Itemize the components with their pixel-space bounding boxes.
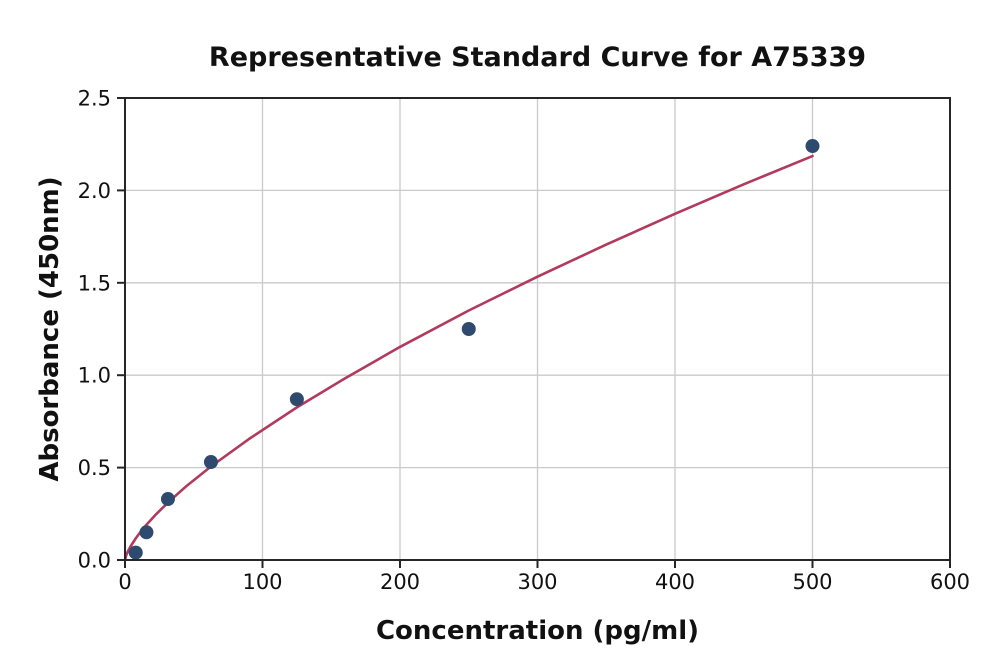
x-tick-label: 300 [517, 570, 557, 594]
data-points-layer [128, 139, 820, 560]
data-point [203, 455, 218, 470]
data-point [461, 322, 476, 336]
y-axis-label: Absorbance (450nm) [35, 176, 65, 481]
data-point [139, 525, 154, 540]
x-tick-label: 0 [118, 570, 131, 594]
y-tick-labels: 0.0 0.5 1.0 1.5 2.0 2.5 [78, 87, 111, 573]
axis-ticks [117, 97, 951, 568]
gridlines [124, 97, 951, 561]
y-tick-label: 1.0 [78, 364, 111, 388]
fit-curve-layer [123, 154, 814, 562]
x-axis-label: Concentration (pg/ml) [376, 616, 699, 646]
data-point [805, 139, 820, 154]
chart-title: Representative Standard Curve for A75339 [209, 42, 866, 73]
data-point [128, 545, 143, 560]
y-tick-label: 2.5 [78, 87, 111, 111]
x-tick-label: 100 [242, 570, 282, 594]
data-point [160, 492, 175, 507]
y-tick-label: 2.0 [78, 179, 111, 203]
data-point [289, 392, 304, 407]
x-tick-label: 400 [655, 570, 695, 594]
x-tick-labels: 0 100 200 300 400 500 600 [118, 570, 970, 594]
y-tick-label: 1.5 [78, 271, 111, 295]
x-tick-label: 600 [930, 570, 970, 594]
fit-curve-line [123, 154, 814, 562]
y-tick-label: 0.5 [78, 456, 111, 480]
x-tick-label: 200 [380, 570, 420, 594]
x-tick-label: 500 [792, 570, 832, 594]
y-tick-label: 0.0 [78, 549, 111, 573]
